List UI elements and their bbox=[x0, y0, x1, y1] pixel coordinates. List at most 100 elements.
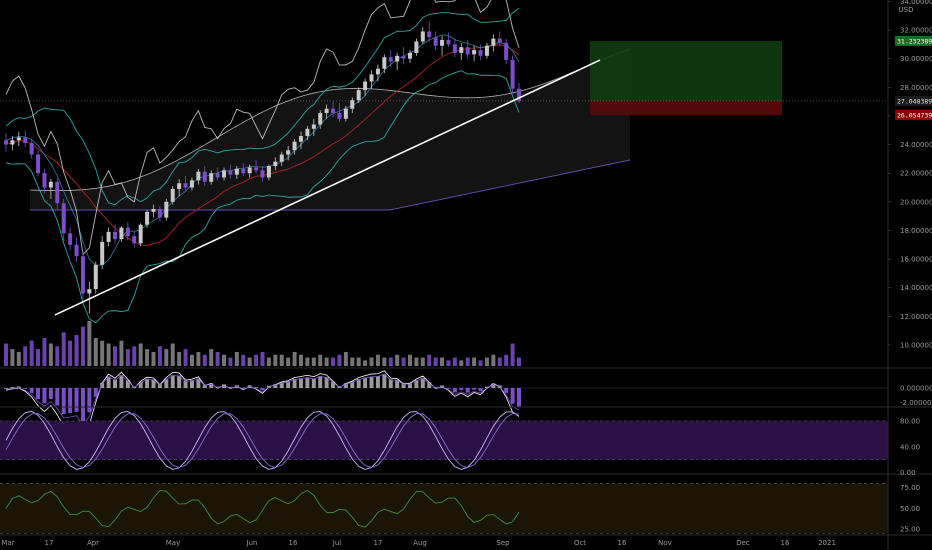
time-tick-label: Aug bbox=[413, 539, 427, 547]
stoch-tick-label: 0.00 bbox=[900, 469, 916, 477]
volume-bar bbox=[273, 354, 278, 366]
volume-bar bbox=[331, 357, 336, 366]
macd-tick-label: -2.000000 bbox=[900, 399, 932, 407]
stoch-pane[interactable] bbox=[0, 410, 888, 470]
price-tick-label: 20.000000 bbox=[900, 198, 932, 206]
volume-bar bbox=[286, 357, 291, 366]
macd-histogram-bar bbox=[395, 379, 400, 388]
volume-bar bbox=[517, 357, 521, 366]
volume-bar bbox=[247, 357, 252, 366]
rsi-pane[interactable] bbox=[0, 483, 888, 534]
macd-histogram-bar bbox=[446, 388, 451, 389]
cloud-lower-line bbox=[30, 159, 631, 211]
volume-bar bbox=[382, 357, 387, 366]
volume-bar bbox=[414, 357, 419, 366]
macd-histogram-bar bbox=[125, 380, 130, 388]
macd-histogram-bar bbox=[36, 388, 41, 400]
candle-body bbox=[395, 55, 400, 62]
rsi-line bbox=[5, 489, 520, 528]
candle-body bbox=[273, 161, 278, 167]
stoch-tick-label: 80.00 bbox=[900, 417, 920, 425]
macd-histogram-bar bbox=[157, 384, 162, 388]
candle-body bbox=[196, 171, 201, 181]
stoch-k-line bbox=[5, 410, 520, 470]
volume-bar bbox=[324, 357, 329, 366]
volume-bar bbox=[61, 332, 66, 366]
volume-bar bbox=[23, 346, 28, 366]
time-tick-label: Nov bbox=[658, 539, 672, 547]
current-price-label-bg bbox=[895, 95, 932, 106]
macd-tick-label: 0.000000 bbox=[900, 385, 932, 393]
candle-body bbox=[266, 166, 271, 178]
price-tick-label: 12.000000 bbox=[900, 313, 932, 321]
candle-body bbox=[427, 31, 432, 38]
volume-bar bbox=[363, 360, 368, 366]
time-tick-label: 16 bbox=[781, 539, 790, 547]
time-tick-label: 17 bbox=[45, 539, 54, 547]
candle-body bbox=[260, 170, 265, 178]
volume-bar bbox=[16, 351, 21, 366]
candle-body bbox=[414, 41, 419, 53]
lagging-span bbox=[5, 0, 520, 256]
stop-price-label: 26.054739 bbox=[897, 112, 932, 120]
macd-histogram-bar bbox=[459, 388, 464, 391]
macd-histogram-bar bbox=[145, 378, 150, 388]
volume-bar bbox=[10, 349, 15, 366]
macd-histogram-bar bbox=[401, 383, 406, 388]
candle-body bbox=[337, 113, 342, 119]
price-pane[interactable] bbox=[0, 0, 888, 366]
candle-body bbox=[517, 88, 521, 101]
candle-body bbox=[100, 241, 105, 265]
candle-body bbox=[452, 44, 457, 53]
macd-histogram-bar bbox=[382, 374, 387, 388]
macd-pane[interactable] bbox=[0, 370, 888, 438]
price-tick-label: 32.000000 bbox=[900, 27, 932, 35]
volume-bar bbox=[222, 354, 227, 366]
trendline bbox=[54, 59, 601, 316]
volume-bar bbox=[407, 354, 412, 366]
price-tick-label: 28.000000 bbox=[900, 84, 932, 92]
volume-bar bbox=[151, 351, 156, 366]
candle-body bbox=[369, 74, 374, 82]
candle-body bbox=[215, 173, 220, 178]
candle-body bbox=[55, 181, 60, 204]
candle-body bbox=[151, 208, 156, 212]
cloud-upper-line bbox=[29, 48, 631, 191]
candle-body bbox=[286, 150, 291, 155]
target-price-label-bg bbox=[895, 35, 932, 46]
volume-bar bbox=[241, 354, 246, 366]
candle-body bbox=[446, 40, 451, 45]
volume-bar bbox=[254, 354, 259, 366]
volume-bar bbox=[215, 351, 220, 366]
macd-histogram-bar bbox=[87, 388, 92, 413]
volume-bar bbox=[420, 357, 425, 366]
price-tick-label: 22.000000 bbox=[900, 170, 932, 178]
candle-body bbox=[23, 137, 28, 144]
volume-bar bbox=[138, 343, 143, 366]
rsi-tick-label: 75.00 bbox=[900, 484, 920, 492]
candle-body bbox=[119, 227, 124, 240]
macd-histogram-bar bbox=[452, 388, 457, 393]
rsi-tick-label: 25.00 bbox=[900, 526, 920, 534]
candle-body bbox=[106, 231, 111, 242]
macd-histogram-bar bbox=[74, 388, 79, 412]
macd-histogram-bar bbox=[42, 388, 47, 404]
macd-histogram-bar bbox=[350, 381, 355, 388]
candle-body bbox=[93, 264, 98, 290]
candle-body bbox=[183, 183, 188, 188]
price-tick-label: 24.000000 bbox=[900, 141, 932, 149]
candle-body bbox=[170, 188, 175, 202]
macd-histogram-bar bbox=[61, 388, 66, 414]
macd-histogram-bar bbox=[407, 382, 412, 388]
macd-histogram-bar bbox=[151, 379, 156, 388]
macd-histogram-bar bbox=[170, 375, 175, 388]
volume-bar bbox=[427, 354, 432, 366]
candle-body bbox=[279, 154, 284, 162]
candle-body bbox=[324, 108, 329, 114]
macd-histogram-bar bbox=[343, 383, 348, 388]
volume-bar bbox=[311, 357, 316, 366]
macd-histogram-bar bbox=[388, 379, 393, 388]
macd-histogram-bar bbox=[504, 388, 509, 393]
